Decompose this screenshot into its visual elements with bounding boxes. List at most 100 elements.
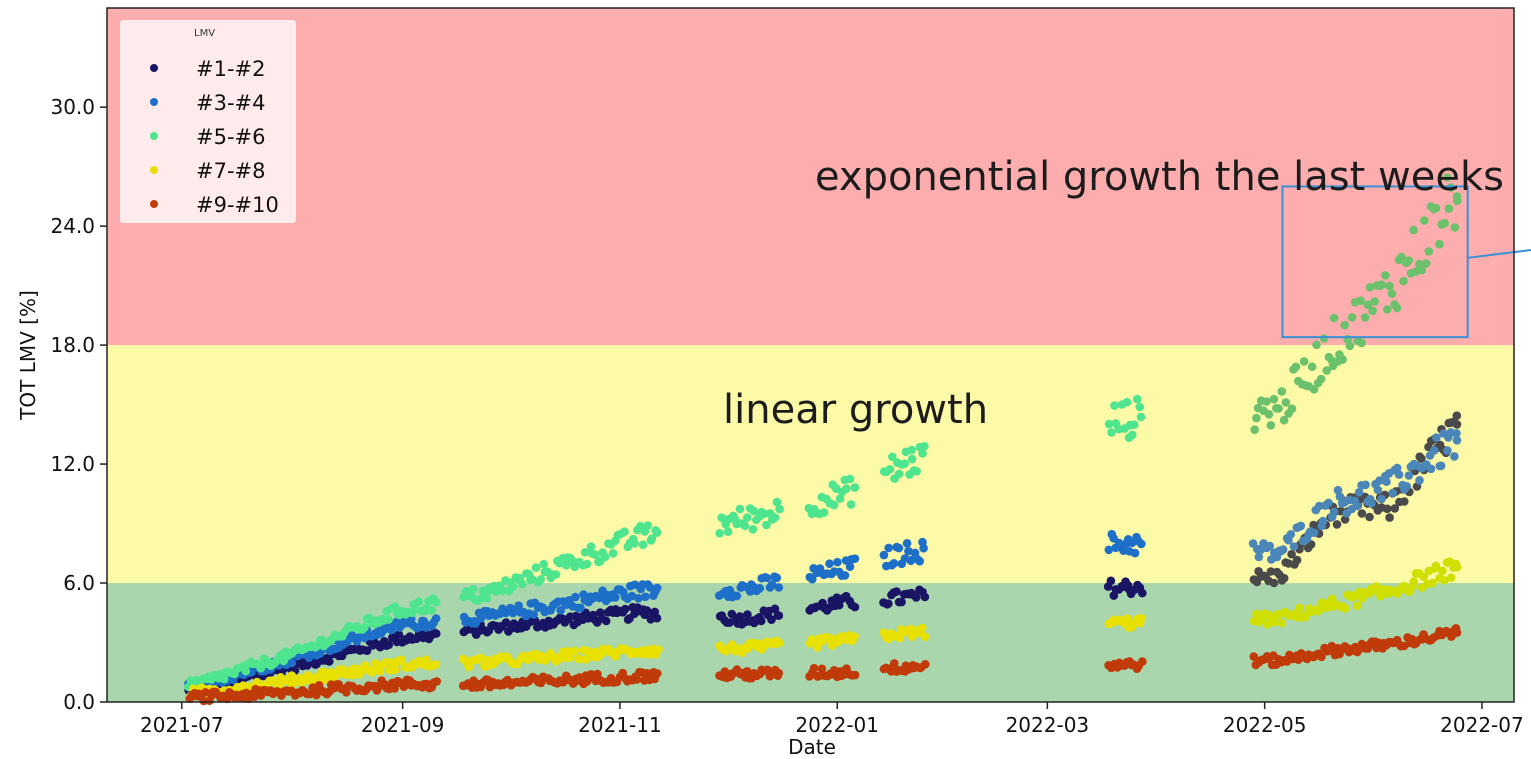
point-series-1 [1279, 573, 1289, 583]
point-series-3 [1383, 305, 1392, 314]
point-series-1 [652, 613, 662, 623]
legend-marker-1 [150, 64, 158, 72]
band-1 [107, 345, 1514, 584]
point-series-2 [556, 606, 565, 615]
point-series-4 [476, 653, 486, 662]
point-series-5 [890, 659, 899, 668]
point-series-2 [1392, 463, 1402, 473]
point-series-1 [767, 615, 776, 624]
point-series-2 [652, 583, 662, 593]
point-series-3 [1136, 412, 1146, 422]
point-series-3 [600, 552, 610, 562]
point-series-4 [1137, 613, 1146, 623]
point-series-2 [774, 583, 784, 592]
point-series-3 [551, 570, 561, 579]
point-series-2 [287, 658, 297, 668]
point-series-2 [755, 584, 765, 593]
point-series-3 [1347, 313, 1357, 322]
point-series-4 [1438, 566, 1447, 576]
point-series-3 [749, 506, 758, 516]
point-series-3 [723, 527, 733, 536]
point-series-1 [743, 610, 752, 619]
point-series-3 [772, 497, 782, 507]
point-series-3 [1409, 225, 1418, 235]
point-series-3 [1440, 218, 1449, 228]
x-tick-label: 2022-01 [795, 713, 879, 737]
point-series-2 [634, 594, 643, 603]
point-series-3 [580, 548, 590, 557]
point-series-3 [762, 520, 771, 530]
point-series-3 [717, 513, 726, 522]
point-series-4 [1353, 601, 1362, 610]
point-series-2 [1333, 485, 1343, 495]
point-series-4 [1419, 572, 1429, 582]
point-series-1 [1452, 420, 1462, 429]
point-series-3 [1360, 313, 1370, 322]
point-series-2 [1388, 488, 1397, 498]
point-series-2 [1278, 545, 1288, 554]
x-tick-label: 2022-07 [1440, 713, 1524, 737]
point-series-3 [1104, 419, 1114, 429]
point-series-3 [1128, 430, 1137, 440]
point-series-3 [586, 542, 596, 551]
point-series-2 [1443, 446, 1452, 455]
point-series-2 [471, 619, 480, 628]
point-series-2 [1402, 482, 1411, 491]
point-series-4 [1314, 606, 1323, 616]
point-series-3 [1309, 385, 1319, 394]
point-series-1 [911, 593, 921, 602]
point-series-3 [643, 521, 653, 530]
legend: LMV #1-#2 #3-#4 #5-#6 #7-#8 #9-#10 [120, 20, 296, 223]
plot-frame [106, 7, 1515, 703]
point-series-3 [1392, 303, 1402, 313]
point-series-2 [1367, 498, 1376, 508]
point-series-2 [1377, 494, 1386, 504]
point-series-4 [774, 638, 784, 648]
point-series-3 [652, 528, 662, 537]
point-series-3 [390, 602, 400, 611]
point-series-3 [1322, 366, 1331, 375]
band-2 [107, 8, 1514, 346]
point-series-3 [1370, 297, 1379, 306]
point-series-2 [732, 591, 742, 601]
point-series-1 [884, 599, 893, 608]
point-series-2 [845, 562, 855, 571]
point-series-2 [1104, 545, 1114, 555]
point-series-1 [394, 630, 404, 639]
point-series-2 [1429, 446, 1439, 455]
point-series-1 [1365, 512, 1374, 522]
point-series-4 [813, 643, 822, 652]
point-series-1 [620, 604, 630, 614]
point-series-3 [1444, 204, 1454, 213]
point-series-1 [725, 618, 734, 627]
point-series-3 [888, 452, 897, 462]
point-series-3 [638, 540, 648, 549]
point-series-3 [715, 529, 724, 538]
point-series-5 [653, 669, 662, 678]
legend-items: #1-#2 #3-#4 #5-#6 #7-#8 #9-#10 [150, 57, 279, 217]
point-series-3 [850, 483, 860, 492]
point-series-3 [1110, 401, 1119, 410]
x-tick-label: 2021-11 [578, 713, 662, 737]
background-bands [107, 8, 1514, 702]
point-series-3 [1338, 355, 1347, 364]
point-series-4 [850, 632, 859, 641]
point-series-2 [902, 539, 912, 548]
point-series-3 [1443, 173, 1452, 182]
point-series-2 [1382, 477, 1391, 487]
point-series-3 [1122, 397, 1132, 407]
annotation-linear-growth: linear growth [723, 387, 988, 433]
point-series-5 [642, 669, 652, 678]
point-series-2 [1309, 528, 1319, 537]
point-series-1 [850, 602, 860, 612]
point-series-3 [562, 561, 571, 570]
point-series-5 [1249, 652, 1259, 661]
point-series-3 [1262, 397, 1271, 406]
point-series-3 [384, 615, 393, 624]
y-axis: 0.0 6.0 12.0 18.0 24.0 30.0 [50, 95, 107, 714]
point-series-2 [1436, 461, 1446, 471]
point-series-3 [1252, 413, 1261, 423]
point-series-3 [1316, 374, 1326, 384]
point-series-1 [897, 597, 906, 607]
point-series-3 [1312, 340, 1321, 350]
